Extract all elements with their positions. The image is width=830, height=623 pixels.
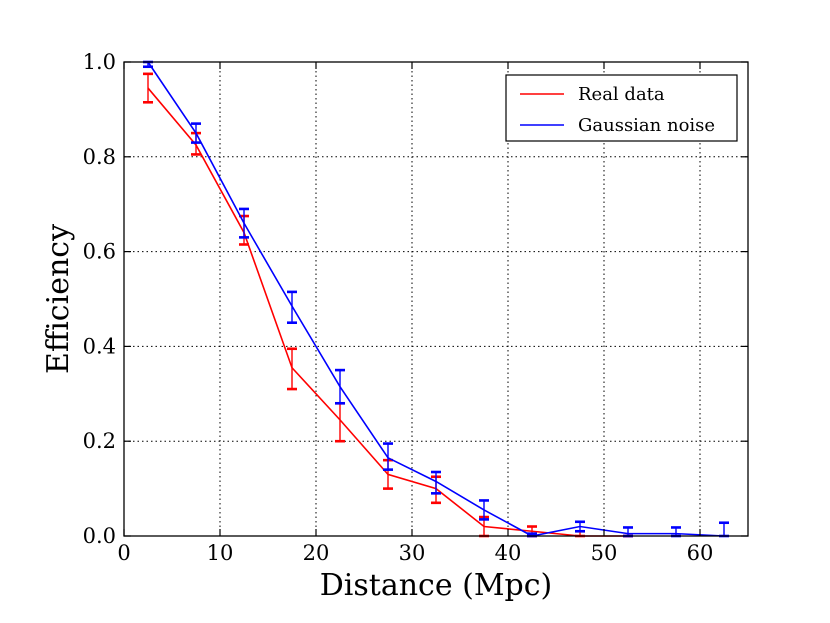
plot-frame bbox=[123, 61, 749, 537]
legend: Real data Gaussian noise bbox=[505, 74, 738, 142]
series-gaussian-noise bbox=[143, 60, 729, 538]
x-tick-label: 10 bbox=[207, 541, 234, 565]
y-tick-label: 0.6 bbox=[83, 240, 116, 264]
y-tick-label: 0.4 bbox=[83, 334, 116, 358]
x-tick-label: 0 bbox=[117, 541, 130, 565]
y-tick-label: 0.8 bbox=[83, 145, 116, 169]
ticks bbox=[123, 61, 748, 537]
tick-labels: 0 10 20 30 40 50 60 0.0 0.2 0.4 0.6 0.8 1.0 bbox=[83, 50, 714, 565]
x-tick-label: 30 bbox=[399, 541, 426, 565]
y-tick-label: 0.2 bbox=[83, 429, 116, 453]
legend-label-1: Real data bbox=[578, 84, 665, 105]
y-tick-label: 1.0 bbox=[83, 50, 116, 74]
x-tick-label: 60 bbox=[687, 541, 714, 565]
y-tick-label: 0.0 bbox=[83, 524, 116, 548]
x-tick-label: 50 bbox=[591, 541, 618, 565]
x-tick-label: 40 bbox=[495, 541, 522, 565]
legend-box bbox=[505, 74, 738, 142]
x-axis-title: Distance (Mpc) bbox=[320, 568, 553, 603]
grid bbox=[124, 62, 748, 536]
x-tick-label: 20 bbox=[303, 541, 330, 565]
y-axis-title: Efficiency bbox=[41, 224, 76, 374]
legend-label-2: Gaussian noise bbox=[578, 115, 715, 136]
series-layer bbox=[143, 60, 729, 538]
